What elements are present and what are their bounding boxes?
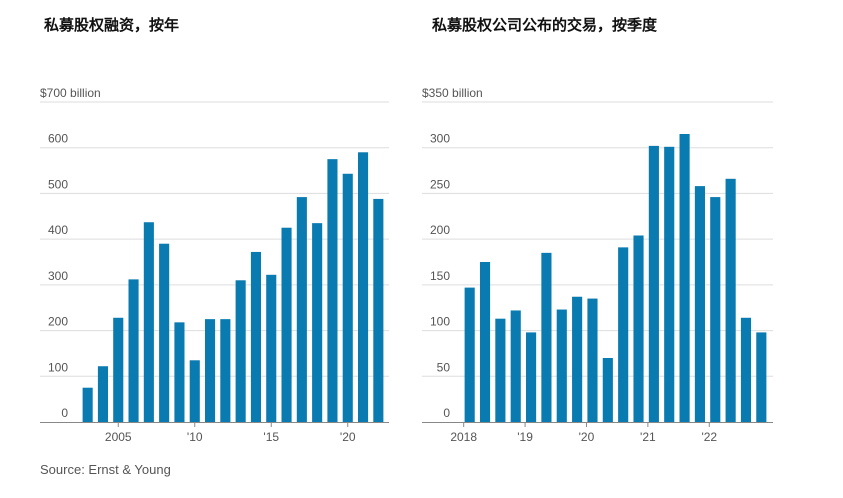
- bar: [128, 279, 139, 422]
- bar: [189, 360, 200, 422]
- y-tick-label: 500: [48, 177, 68, 191]
- bar: [648, 145, 659, 422]
- x-tick-label: '10: [187, 430, 203, 444]
- bar: [495, 318, 506, 422]
- bar: [756, 332, 767, 422]
- bar: [82, 387, 93, 422]
- y-tick-label: 600: [48, 132, 68, 146]
- y-tick-label: 400: [48, 223, 68, 237]
- bar: [143, 222, 154, 422]
- bar: [220, 319, 231, 422]
- x-tick-label: '21: [640, 430, 656, 444]
- x-tick-label: 2018: [450, 430, 477, 444]
- bar: [464, 287, 475, 422]
- bar: [159, 243, 170, 422]
- bar: [541, 252, 552, 422]
- x-tick-label: 2005: [105, 430, 132, 444]
- bar: [235, 280, 246, 422]
- bar: [526, 332, 537, 422]
- x-tick-label: '20: [340, 430, 356, 444]
- bar: [97, 366, 108, 422]
- y-tick-label: 300: [430, 132, 450, 146]
- bar: [373, 198, 384, 422]
- y-tick-label: 200: [48, 315, 68, 329]
- bar: [618, 247, 629, 422]
- y-tick-label: 200: [430, 223, 450, 237]
- source-note: Source: Ernst & Young: [40, 462, 171, 477]
- y-tick-label: 100: [430, 315, 450, 329]
- bar: [510, 310, 521, 422]
- bar: [296, 197, 307, 422]
- bar: [740, 317, 752, 422]
- right-chart-title: 私募股权公司公布的交易，按季度: [432, 16, 658, 34]
- bar: [250, 251, 261, 422]
- bar: [281, 227, 292, 422]
- x-tick-label: '19: [517, 430, 533, 444]
- x-tick-label: '22: [701, 430, 717, 444]
- bar: [266, 274, 277, 422]
- y-tick-label: 100: [48, 360, 68, 374]
- bar: [633, 235, 644, 422]
- bar: [725, 178, 736, 422]
- bar: [664, 146, 675, 423]
- bar: [327, 159, 338, 422]
- bar: [602, 358, 613, 422]
- bar: [694, 186, 705, 422]
- bar: [342, 173, 353, 422]
- left-chart-title: 私募股权融资，按年: [44, 16, 180, 34]
- bar: [710, 197, 721, 422]
- x-tick-label: '15: [263, 430, 279, 444]
- bar: [174, 322, 185, 422]
- y-axis-top-label: $700 billion: [40, 86, 101, 100]
- y-tick-label: 50: [437, 360, 451, 374]
- bar: [113, 317, 124, 422]
- bar: [679, 134, 690, 422]
- y-axis-top-label: $350 billion: [422, 86, 483, 100]
- bar: [312, 223, 323, 422]
- bar: [479, 262, 491, 422]
- bar: [205, 319, 216, 422]
- y-tick-label: 150: [430, 269, 450, 283]
- y-tick-label: 300: [48, 269, 68, 283]
- y-tick-label: 0: [443, 406, 450, 420]
- y-tick-label: 0: [61, 406, 68, 420]
- bar: [587, 298, 598, 422]
- bar: [572, 296, 583, 422]
- bar: [358, 152, 369, 423]
- y-tick-label: 250: [430, 177, 450, 191]
- x-tick-label: '20: [579, 430, 595, 444]
- bar: [556, 309, 567, 422]
